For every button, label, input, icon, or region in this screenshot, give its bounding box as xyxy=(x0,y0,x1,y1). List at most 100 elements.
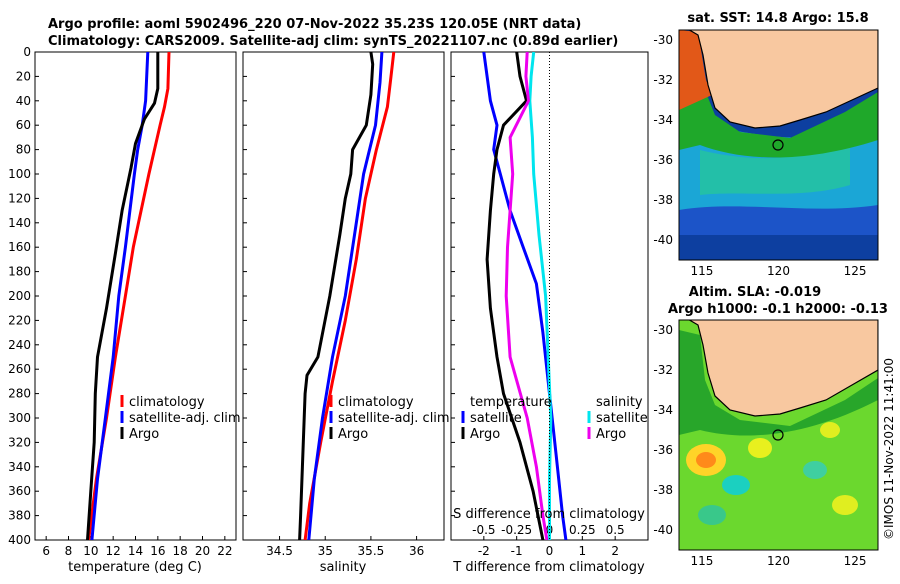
temperature-xtick-label: 6 xyxy=(42,544,50,558)
depth-tick-label: 100 xyxy=(8,167,31,181)
depth-tick-label: 400 xyxy=(8,533,31,547)
temperature-xtick-label: 18 xyxy=(173,544,188,558)
depth-tick-label: 40 xyxy=(16,94,31,108)
difference-xtick-label: -1 xyxy=(511,544,523,558)
sla-high-3 xyxy=(832,495,858,515)
depth-tick-label: 340 xyxy=(8,460,31,474)
temperature-axes xyxy=(34,51,237,541)
sst-map xyxy=(679,30,878,260)
depth-tick-label: 320 xyxy=(8,435,31,449)
sst-lat-label: -34 xyxy=(653,113,673,127)
salinity-series-satellite-adj-clim xyxy=(307,52,384,540)
legend-temperature-heading: temperature xyxy=(470,395,552,410)
sla-lat-label: -38 xyxy=(653,483,673,497)
sla-lat-label: -32 xyxy=(653,363,673,377)
depth-tick-label: 160 xyxy=(8,240,31,254)
temperature-series-argo xyxy=(86,52,160,540)
legend-argo: Argo xyxy=(338,427,368,442)
title-line-1: Argo profile: aoml 5902496_220 07-Nov-20… xyxy=(48,17,581,32)
difference-xtick-label: 0 xyxy=(546,544,554,558)
sst-lon-label: 125 xyxy=(844,264,867,278)
sla-high-2 xyxy=(748,438,772,458)
sst-map-title: sat. SST: 14.8 Argo: 15.8 xyxy=(687,11,868,26)
temperature-xtick-label: 22 xyxy=(217,544,232,558)
temperature-xtick-label: 8 xyxy=(65,544,73,558)
depth-tick-label: 60 xyxy=(16,118,31,132)
sla-lon-label: 125 xyxy=(844,554,867,568)
difference-xtick-label: 1 xyxy=(579,544,587,558)
temperature-xtick-label: 10 xyxy=(83,544,98,558)
depth-tick-label: 20 xyxy=(16,69,31,83)
depth-tick-label: 300 xyxy=(8,411,31,425)
difference-legend: temperature satellite Argo salinity sate… xyxy=(461,395,648,442)
depth-tick-label: 360 xyxy=(8,484,31,498)
legend-t-argo: Argo xyxy=(470,427,500,442)
sla-lat-label: -30 xyxy=(653,323,673,337)
legend-t-satellite: satellite xyxy=(470,411,522,426)
salinity-xtick-label: 34.5 xyxy=(266,544,293,558)
depth-tick-label: 180 xyxy=(8,265,31,279)
sla-lon-label: 115 xyxy=(691,554,714,568)
temperature-series-satellite-adj-clim xyxy=(90,52,150,540)
imos-credit: ©IMOS 11-Nov-2022 11:41:00 xyxy=(882,358,896,540)
depth-tick-label: 140 xyxy=(8,216,31,230)
depth-tick-label: 240 xyxy=(8,338,31,352)
s-difference-label: S difference from climatology xyxy=(453,507,645,522)
difference-series-t-satellite xyxy=(482,52,568,540)
temperature-xtick-label: 14 xyxy=(128,544,143,558)
difference-xtick-label: 2 xyxy=(611,544,619,558)
sst-lat-label: -36 xyxy=(653,153,673,167)
temperature-xtick-label: 16 xyxy=(150,544,165,558)
difference-xtick-label: -2 xyxy=(478,544,490,558)
temperature-xlabel: temperature (deg C) xyxy=(68,560,202,575)
sla-lat-label: -36 xyxy=(653,443,673,457)
sst-west-warm xyxy=(679,30,712,110)
sst-lat-label: -30 xyxy=(653,33,673,47)
sla-lat-label: -34 xyxy=(653,403,673,417)
sla-argo-marker xyxy=(772,429,784,441)
legend-satellite: satellite-adj. clim xyxy=(129,411,241,426)
depth-tick-label: 0 xyxy=(23,45,31,59)
sst-lon-label: 115 xyxy=(691,264,714,278)
sla-lat-label: -40 xyxy=(653,523,673,537)
sst-argo-marker xyxy=(772,139,784,151)
s-tick-label: 0.5 xyxy=(606,523,625,537)
depth-tick-label: 260 xyxy=(8,362,31,376)
difference-xlabel: T difference from climatology xyxy=(452,560,645,575)
sla-low-1 xyxy=(722,475,750,495)
sla-land xyxy=(688,320,878,417)
sst-lon-label: 120 xyxy=(767,264,790,278)
sst-shelf-band xyxy=(679,40,878,158)
salinity-legend: climatology satellite-adj. clim Argo xyxy=(329,395,450,442)
temperature-legend: climatology satellite-adj. clim Argo xyxy=(120,395,241,442)
salinity-xtick-label: 36 xyxy=(409,544,424,558)
sst-map-frame xyxy=(678,29,879,261)
difference-series-t-argo xyxy=(485,52,545,540)
salinity-xlabel: salinity xyxy=(320,560,367,575)
legend-s-satellite: satellite xyxy=(596,411,648,426)
difference-series-s-argo xyxy=(504,52,549,540)
sla-map-frame xyxy=(678,319,879,551)
temperature-xtick-label: 12 xyxy=(106,544,121,558)
s-tick-label: -0.25 xyxy=(501,523,532,537)
sla-low-2 xyxy=(698,505,726,525)
temperature-xtick-label: 20 xyxy=(195,544,210,558)
sst-lat-label: -38 xyxy=(653,193,673,207)
legend-argo: Argo xyxy=(129,427,159,442)
salinity-xtick-label: 35.5 xyxy=(358,544,385,558)
sla-high-1-core xyxy=(696,452,716,468)
legend-climatology: climatology xyxy=(338,395,414,410)
depth-tick-label: 220 xyxy=(8,313,31,327)
sla-map-title: Altim. SLA: -0.019 xyxy=(689,285,821,300)
legend-s-argo: Argo xyxy=(596,427,626,442)
legend-satellite: satellite-adj. clim xyxy=(338,411,450,426)
salinity-series-climatology xyxy=(303,52,396,540)
sla-lon-label: 120 xyxy=(767,554,790,568)
salinity-axes xyxy=(242,51,445,541)
sst-lat-label: -32 xyxy=(653,73,673,87)
temperature-series-climatology xyxy=(87,52,171,540)
s-tick-label: 0.25 xyxy=(569,523,596,537)
salinity-xtick-label: 35 xyxy=(318,544,333,558)
legend-salinity-heading: salinity xyxy=(596,395,643,410)
